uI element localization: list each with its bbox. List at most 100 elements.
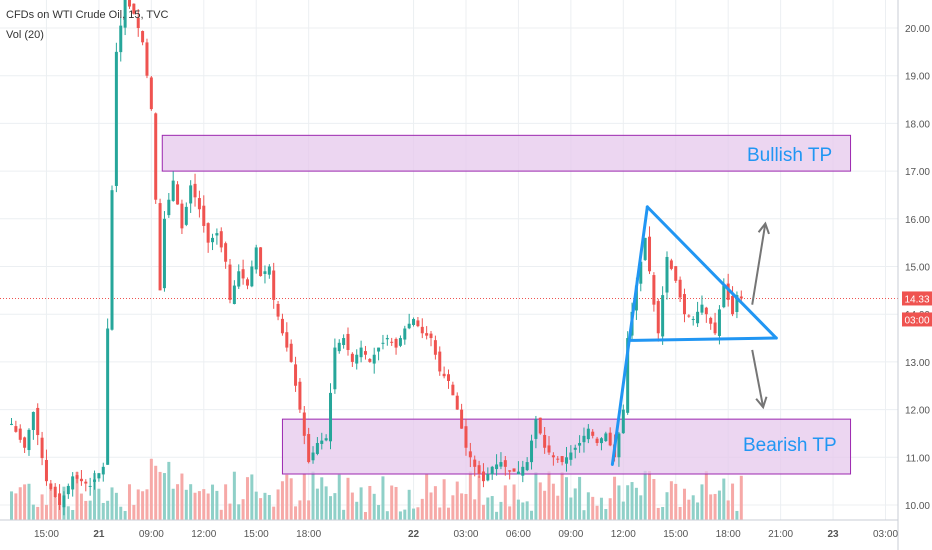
candle-body	[713, 322, 717, 334]
candle-body	[145, 42, 149, 76]
candle-body	[141, 31, 145, 43]
candle-body	[197, 198, 201, 210]
x-tick-label: 21	[93, 529, 105, 540]
volume-bar	[503, 485, 507, 520]
volume-bar	[267, 494, 271, 520]
volume-bar	[621, 501, 625, 520]
candle-body	[106, 328, 110, 465]
candle-body	[280, 318, 284, 334]
candle-body	[267, 266, 271, 275]
candle-body	[315, 442, 319, 454]
volume-bar	[101, 502, 105, 520]
candle-body	[385, 338, 389, 340]
candle-body	[460, 409, 464, 429]
volume-bar	[337, 474, 341, 520]
y-tick-label: 12.00	[905, 406, 930, 417]
volume-bar	[372, 493, 376, 520]
bar-countdown-tag	[902, 312, 932, 327]
candle-body	[377, 347, 381, 352]
volume-bar	[307, 500, 311, 520]
volume-bar	[324, 486, 328, 520]
candle-body	[726, 283, 730, 300]
candle-body	[499, 462, 503, 467]
candle-body	[18, 428, 22, 440]
candle-body	[363, 351, 367, 355]
candle-body	[202, 205, 206, 226]
candle-body	[564, 457, 568, 464]
volume-bar	[508, 506, 512, 520]
volume-bar	[285, 474, 289, 520]
candle-body	[709, 317, 713, 324]
candle-body	[569, 452, 573, 460]
candle-body	[272, 270, 276, 300]
volume-bar	[18, 487, 22, 520]
candle-body	[560, 456, 564, 463]
volume-bar	[661, 506, 665, 520]
candle-body	[390, 341, 394, 343]
x-tick-label: 03:00	[873, 529, 898, 540]
candle-body	[573, 447, 577, 450]
candle-body	[722, 285, 726, 308]
breakdown-arrow	[751, 349, 765, 408]
candle-body	[438, 351, 442, 372]
volume-bar	[320, 477, 324, 520]
volume-bar	[329, 496, 333, 520]
candle-body	[508, 470, 512, 472]
volume-bar	[634, 487, 638, 520]
volume-bar	[241, 499, 245, 520]
volume-bar	[678, 506, 682, 520]
candle-body	[149, 77, 153, 110]
volume-bar	[460, 493, 464, 520]
volume-bar	[184, 489, 188, 520]
candle-body	[735, 295, 739, 313]
volume-bar	[84, 500, 88, 520]
candle-body	[547, 445, 551, 453]
volume-bar	[595, 505, 599, 520]
volume-bar	[551, 483, 555, 520]
volume-bar	[342, 509, 346, 520]
volume-bar	[586, 492, 590, 520]
volume-bar	[180, 473, 184, 520]
volume-bar	[106, 500, 110, 520]
volume-bar	[481, 504, 485, 520]
volume-bar	[687, 499, 691, 520]
volume-bar	[599, 497, 603, 520]
candle-body	[245, 279, 249, 286]
candle-body	[71, 476, 75, 490]
candle-body	[171, 180, 175, 201]
volume-indicator-label[interactable]: Vol (20)	[6, 29, 44, 41]
target-zones	[161, 134, 852, 475]
candle-body	[652, 275, 656, 305]
breakout-up-arrow	[751, 223, 767, 305]
candle-body	[429, 333, 433, 339]
x-tick-label: 23	[827, 529, 839, 540]
candle-body	[84, 481, 88, 484]
candle-body	[582, 435, 586, 443]
x-tick-label: 15:00	[34, 529, 59, 540]
volume-bar	[211, 484, 215, 520]
volume-bar	[88, 500, 92, 520]
candle-body	[704, 307, 708, 315]
volume-bar	[280, 481, 284, 520]
x-tick-label: 21:00	[768, 529, 793, 540]
candle-body	[329, 392, 333, 442]
volume-bar	[355, 501, 359, 520]
candle-body	[355, 354, 359, 364]
volume-bar	[302, 473, 306, 520]
volume-bar	[530, 510, 534, 520]
x-tick-label: 18:00	[716, 529, 741, 540]
volume-bar	[141, 491, 145, 520]
candle-body	[477, 465, 481, 474]
volume-bar	[197, 491, 201, 520]
volume-bar	[669, 481, 673, 520]
candle-body	[521, 466, 525, 476]
candle-body	[127, 0, 131, 7]
symbol-title[interactable]: CFDs on WTI Crude Oil, 15, TVC	[6, 9, 168, 21]
volume-bar	[713, 493, 717, 520]
volume-bar	[525, 501, 529, 520]
candle-body	[88, 485, 92, 487]
volume-bar	[425, 474, 429, 520]
candle-body	[543, 434, 547, 448]
volume-bar	[455, 481, 459, 520]
